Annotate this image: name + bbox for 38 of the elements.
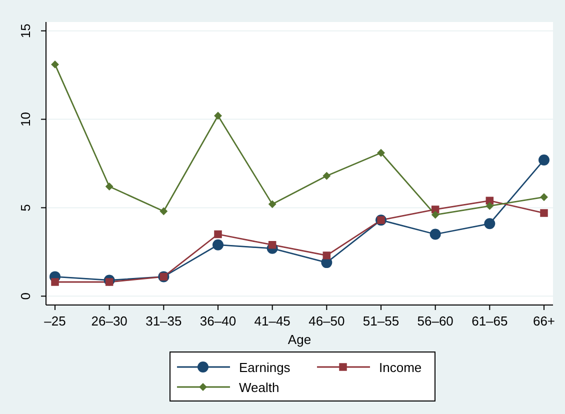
point — [212, 239, 224, 250]
x-tick-label: –25 — [44, 313, 66, 328]
legend-label: Wealth — [239, 380, 280, 395]
point — [322, 172, 331, 180]
y-tick-label: 15 — [18, 24, 33, 38]
point — [214, 112, 222, 120]
x-tick-label: 66+ — [532, 313, 556, 328]
point — [268, 200, 276, 208]
y-tick-label: 10 — [18, 112, 33, 127]
point — [486, 202, 494, 210]
x-tick-label: 26–30 — [91, 313, 128, 328]
point — [430, 228, 441, 240]
point — [431, 210, 440, 219]
point — [540, 209, 548, 217]
x-tick-label: 46–50 — [308, 313, 345, 328]
point — [484, 218, 496, 230]
point — [51, 278, 59, 286]
point — [322, 252, 331, 260]
x-tick-label: 61–65 — [472, 313, 508, 328]
y-tick-label: 0 — [18, 292, 33, 300]
point — [538, 154, 550, 166]
point — [540, 193, 548, 202]
legend-label: Income — [379, 360, 422, 375]
x-tick-label: 56–60 — [417, 313, 454, 328]
x-axis-title: Age — [288, 332, 312, 347]
point — [268, 240, 276, 249]
point — [105, 182, 114, 190]
x-tick-label: 51–55 — [362, 313, 400, 328]
y-tick-label: 5 — [18, 204, 33, 212]
x-tick-label: 36–40 — [200, 313, 236, 328]
point — [105, 278, 114, 286]
point — [214, 230, 222, 238]
point — [377, 148, 385, 157]
x-tick-label: 31–35 — [146, 313, 182, 328]
legend-label: Earnings — [239, 360, 291, 375]
point — [160, 207, 168, 216]
x-tick-label: 41–45 — [254, 313, 290, 328]
point — [51, 60, 59, 68]
